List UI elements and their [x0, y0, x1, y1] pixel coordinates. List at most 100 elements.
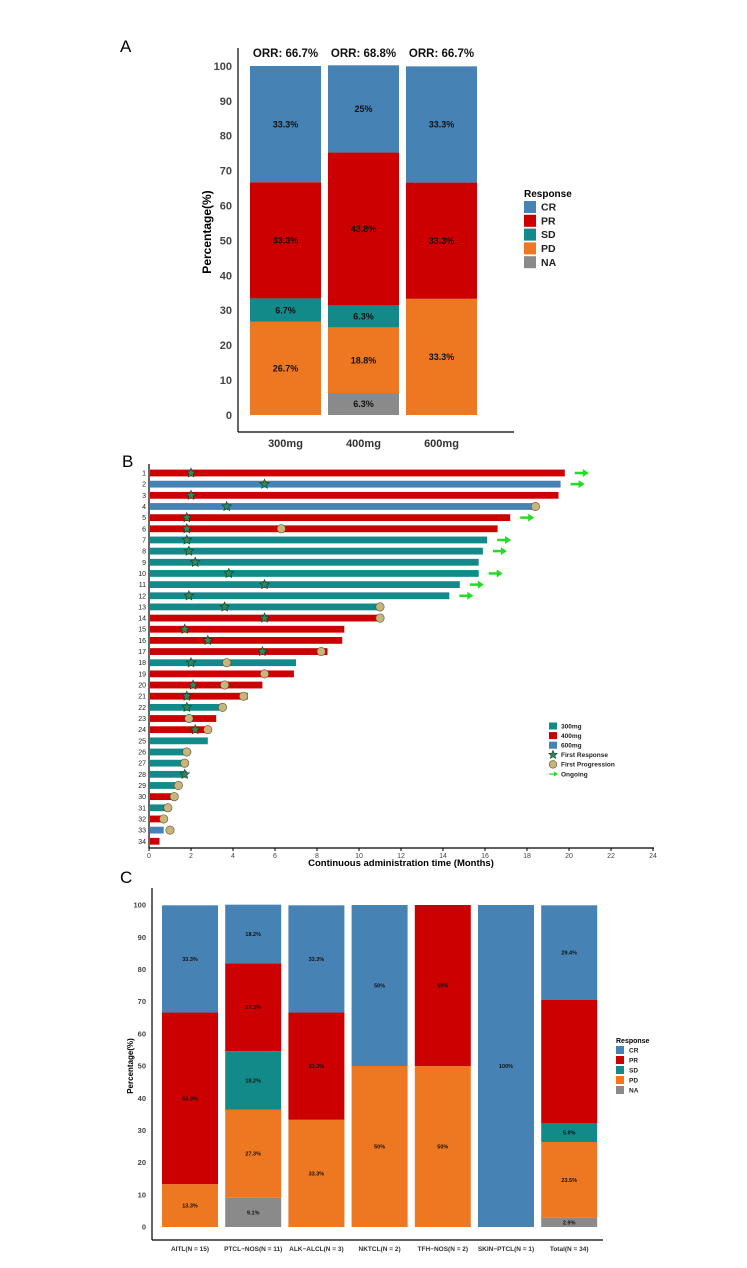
- first-progression-marker: [530, 501, 540, 511]
- patient-id-label: 2: [142, 482, 146, 489]
- panel-b-x-label: Continuous administration time (Months): [308, 858, 494, 869]
- bar-segment-na: [541, 1217, 598, 1227]
- legend-label-dose: 300mg: [561, 723, 582, 730]
- data-label: 50%: [374, 983, 385, 989]
- patient-id-label: 14: [138, 616, 146, 623]
- bar-segment-cr: [225, 904, 282, 964]
- ongoing-arrow-head: [477, 580, 484, 589]
- bar-segment-pr: [328, 152, 399, 306]
- data-label: 33.3%: [273, 235, 299, 245]
- data-label: 29.4%: [561, 951, 577, 957]
- legend-label-progression: First Progression: [561, 762, 615, 769]
- patient-bar: [150, 558, 479, 566]
- bar-segment-pr: [406, 182, 477, 299]
- patient-id-label: 10: [138, 571, 146, 578]
- patient-bar: [150, 815, 166, 823]
- patient-bar: [150, 670, 294, 678]
- patient-id-label: 18: [138, 660, 146, 667]
- bar-segment-pd: [288, 1119, 345, 1227]
- data-label: 9.1%: [247, 1210, 260, 1216]
- patient-id-label: 4: [142, 504, 146, 511]
- patient-id-label: 17: [138, 649, 146, 656]
- panel-a-y-label: Percentage(%): [200, 190, 214, 273]
- legend-label-pd: PD: [541, 243, 556, 255]
- first-response-star: [181, 511, 193, 523]
- data-label: 33.3%: [429, 352, 455, 362]
- first-response-star: [189, 723, 201, 735]
- bar-segment-pd: [250, 321, 321, 415]
- patient-id-label: 30: [138, 794, 146, 801]
- legend-swatch-pr: [524, 214, 536, 227]
- legend-swatch-pd: [616, 1076, 624, 1084]
- y-tick-label: 80: [220, 131, 232, 143]
- data-label: 43.8%: [351, 224, 377, 234]
- legend-label-cr: CR: [541, 202, 557, 214]
- patient-id-label: 28: [138, 772, 146, 779]
- ongoing-arrow: [497, 535, 512, 544]
- bar-segment-pd: [414, 1066, 471, 1227]
- first-response-star: [181, 701, 193, 713]
- bar-segment-pd: [541, 1141, 598, 1218]
- x-tick-label: TFH−NOS(N = 2): [418, 1246, 469, 1253]
- bar-segment-cr: [406, 66, 477, 183]
- patient-id-label: 3: [142, 493, 146, 500]
- patient-bar: [150, 681, 263, 689]
- y-tick-label: 60: [220, 200, 232, 212]
- bar-segment-sd: [328, 305, 399, 328]
- bar-segment-pr: [162, 1012, 218, 1185]
- first-response-star: [183, 545, 195, 556]
- x-tick-label: 300mg: [268, 438, 303, 450]
- legend-label-sd: SD: [629, 1067, 638, 1074]
- panel-a-label: A: [120, 37, 132, 56]
- patient-bar: [150, 491, 559, 499]
- first-response-star: [181, 690, 193, 701]
- first-progression-marker: [165, 825, 175, 835]
- first-response-star: [185, 656, 197, 668]
- patient-bar: [150, 536, 488, 544]
- x-tick-label: Total(N = 34): [550, 1246, 589, 1253]
- legend-swatch-pr: [616, 1056, 624, 1064]
- patient-bar: [150, 737, 208, 745]
- patient-bar: [150, 469, 565, 477]
- ongoing-arrow-head: [500, 547, 507, 556]
- bar-segment-pd: [351, 1066, 408, 1227]
- patient-bar: [150, 480, 561, 488]
- first-response-star: [185, 489, 197, 501]
- bar-segment-sd: [250, 298, 321, 322]
- patient-id-label: 31: [138, 805, 146, 812]
- x-tick-label: SKIN−PTCL(N = 1): [478, 1246, 534, 1253]
- y-tick-label: 30: [138, 1126, 146, 1135]
- first-response-star: [181, 534, 193, 545]
- x-tick-label: 2: [189, 853, 193, 860]
- legend-swatch-pd: [524, 242, 536, 255]
- ongoing-arrow: [520, 513, 535, 522]
- legend-arrow-head: [554, 771, 558, 777]
- bar-segment-cr: [162, 905, 218, 1013]
- x-tick-label: 400mg: [346, 438, 381, 450]
- bar-segment-na: [225, 1197, 282, 1227]
- x-tick-label: ALK−ALCL(N = 3): [289, 1246, 344, 1253]
- first-response-star: [181, 523, 193, 534]
- data-label: 13.3%: [182, 1204, 198, 1210]
- patient-id-label: 11: [139, 582, 146, 589]
- bar-segment-pd: [328, 327, 399, 394]
- patient-bar: [150, 581, 460, 588]
- x-tick-label: NKTCL(N = 2): [359, 1246, 401, 1253]
- legend-label-dose: 600mg: [561, 743, 582, 750]
- patient-id-label: 21: [138, 694, 146, 701]
- x-tick-label: 16: [481, 853, 489, 860]
- patient-id-label: 29: [138, 783, 146, 790]
- data-label: 23.5%: [561, 1178, 577, 1184]
- patient-id-label: 25: [138, 738, 146, 745]
- data-label: 6.3%: [353, 312, 374, 322]
- legend-label-dose: 400mg: [561, 733, 582, 740]
- first-progression-marker: [169, 792, 179, 802]
- data-label: 100%: [499, 1064, 513, 1070]
- patient-id-label: 8: [142, 549, 146, 556]
- panel-b-label: B: [122, 452, 133, 471]
- x-tick-label: 18: [523, 853, 531, 860]
- first-response-star: [202, 634, 214, 646]
- data-label: 6.3%: [353, 399, 374, 409]
- data-label: 33.3%: [309, 1171, 325, 1177]
- panel-b-legend: 300mg 400mg 600mg First Response First Progr…: [548, 722, 615, 778]
